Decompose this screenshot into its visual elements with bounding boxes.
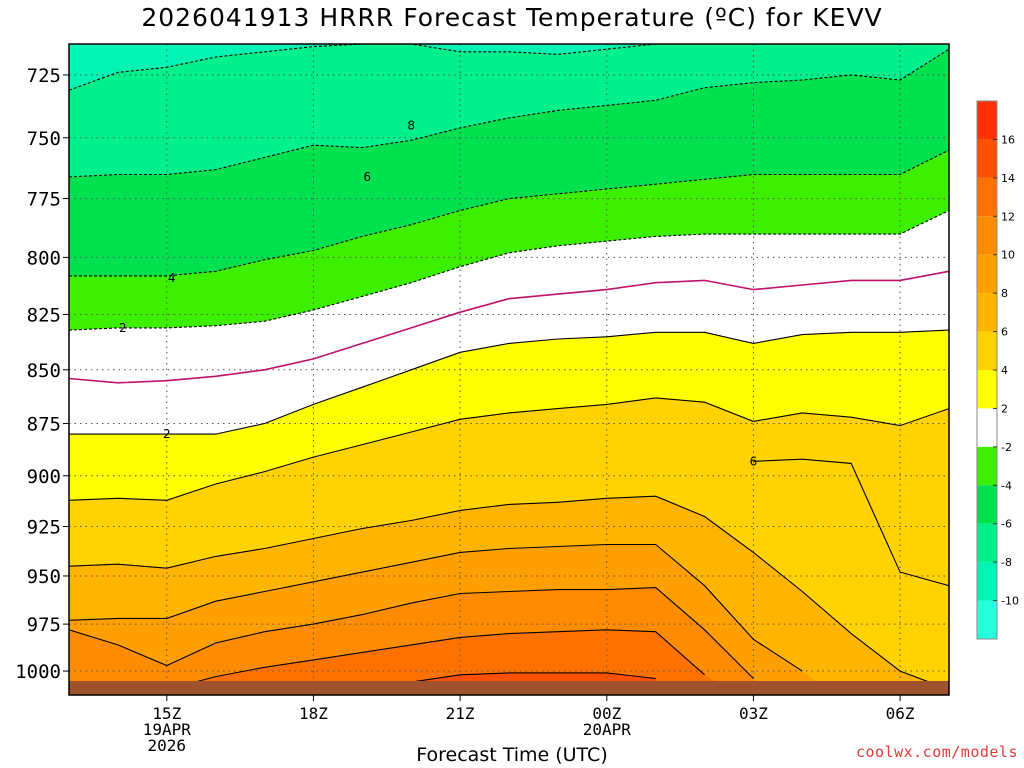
contour-label-5: 6 [750,454,758,468]
colorbar-label-12: -10 [1001,595,1019,608]
y-tick-label-800: 800 [27,247,61,269]
colorbar-swatch--4 [977,446,997,486]
contour-label-4: 2 [163,427,171,441]
temperature-fill-layer [69,44,949,695]
isotherm-8-3-0 [69,543,803,672]
isotherm-6-5-0 [753,458,949,587]
colorbar-swatch--12 [977,600,997,639]
isotherm-14-0 [411,672,656,683]
colorbar-swatch-10 [977,216,997,255]
y-tick-label-1000: 1000 [15,661,61,683]
contour-label-1: 6 [363,170,371,184]
y-tick-label-775: 775 [27,189,61,211]
isotherm-6-4-0 [69,495,949,691]
contour-layer [69,44,949,691]
y-tick-label-825: 825 [27,304,61,326]
isotherm-0-8-0 [69,270,949,384]
y-tick-label-750: 750 [27,128,61,150]
colorbar-label-7: 2 [1001,402,1008,415]
colorbar: 16 14 12 10 8 6 4 2 -2 -4 -6 -8 -10 [976,100,1019,640]
temperature-band-below--6 [69,44,949,177]
contour-label-0: 8 [407,118,415,132]
colorbar-label-1: 14 [1001,172,1015,185]
colorbar-swatch--10 [977,562,997,601]
x-axis-title: Forecast Time (UTC) [0,744,1024,766]
isotherm--8-12-0 [69,44,949,91]
colorbar-swatch-12 [977,177,997,217]
colorbar-swatch-2 [977,370,997,409]
x-tick-label-14-0: 03Z [739,704,768,723]
colorbar-label-3: 10 [1001,249,1015,262]
colorbar-label-5: 6 [1001,326,1008,339]
colorbar-label-0: 16 [1001,133,1015,146]
colorbar-swatch-8 [977,254,997,294]
colorbar-label-6: 4 [1001,364,1008,377]
colorbar-swatch-4 [977,331,997,370]
x-tick-label-11-1: 20APR [583,720,632,739]
colorbar-swatch--6 [977,485,997,524]
colorbar-label-4: 8 [1001,287,1008,300]
x-tick-label-17-0: 06Z [886,704,915,723]
colorbar-swatch-14 [977,139,997,178]
y-tick-label-925: 925 [27,517,61,539]
chart-title: 2026041913 HRRR Forecast Temperature (ºC… [141,3,883,32]
contour-label-layer: 8 6 4 2 2 6 [119,118,757,468]
x-axis-title-text: Forecast Time (UTC) [416,744,608,766]
isotherm--4-10-0 [69,149,949,277]
y-axis: 725 750 775 800 825 850 875 900 925 950 975 1000 [15,65,69,683]
colorbar-swatch-16 [977,101,997,140]
colorbar-swatch-6 [977,293,997,332]
colorbar-label-8: -2 [1001,441,1012,454]
contour-label-3: 2 [119,321,127,335]
y-tick-label-875: 875 [27,414,61,436]
isotherm-2-7-0 [69,329,949,435]
temperature-band-below--8 [69,44,949,91]
y-tick-label-725: 725 [27,65,61,87]
x-tick-label-2-0: 15Z [152,704,181,723]
contour-label-2: 4 [168,271,176,285]
y-tick-label-900: 900 [27,466,61,488]
colorbar-swatch--8 [977,523,997,563]
colorbar-swatch--2 [977,408,997,447]
grid-layer [69,44,949,695]
isotherm-12-1-0 [166,629,705,691]
colorbar-label-10: -6 [1001,518,1012,531]
source-credit: coolwx.com/models [855,743,1018,761]
x-tick-label-2-2: 2026 [148,736,187,755]
isotherm-4-6-0 [69,397,949,501]
ground-surface [69,681,949,695]
x-tick-label-11-0: 00Z [592,704,621,723]
y-tick-label-850: 850 [27,360,61,382]
isotherm--6-11-0 [69,48,949,178]
x-tick-label-5-0: 18Z [299,704,328,723]
colorbar-label-9: -4 [1001,479,1012,492]
y-tick-label-950: 950 [27,566,61,588]
ground-layer [69,681,949,695]
x-tick-label-2-1: 19APR [143,720,192,739]
isotherm-10-2-0 [69,587,754,679]
x-tick-label-8-0: 21Z [446,704,475,723]
isotherm--2-9-0 [69,210,949,331]
colorbar-label-11: -8 [1001,556,1012,569]
colorbar-label-2: 12 [1001,210,1015,223]
y-tick-label-975: 975 [27,614,61,636]
